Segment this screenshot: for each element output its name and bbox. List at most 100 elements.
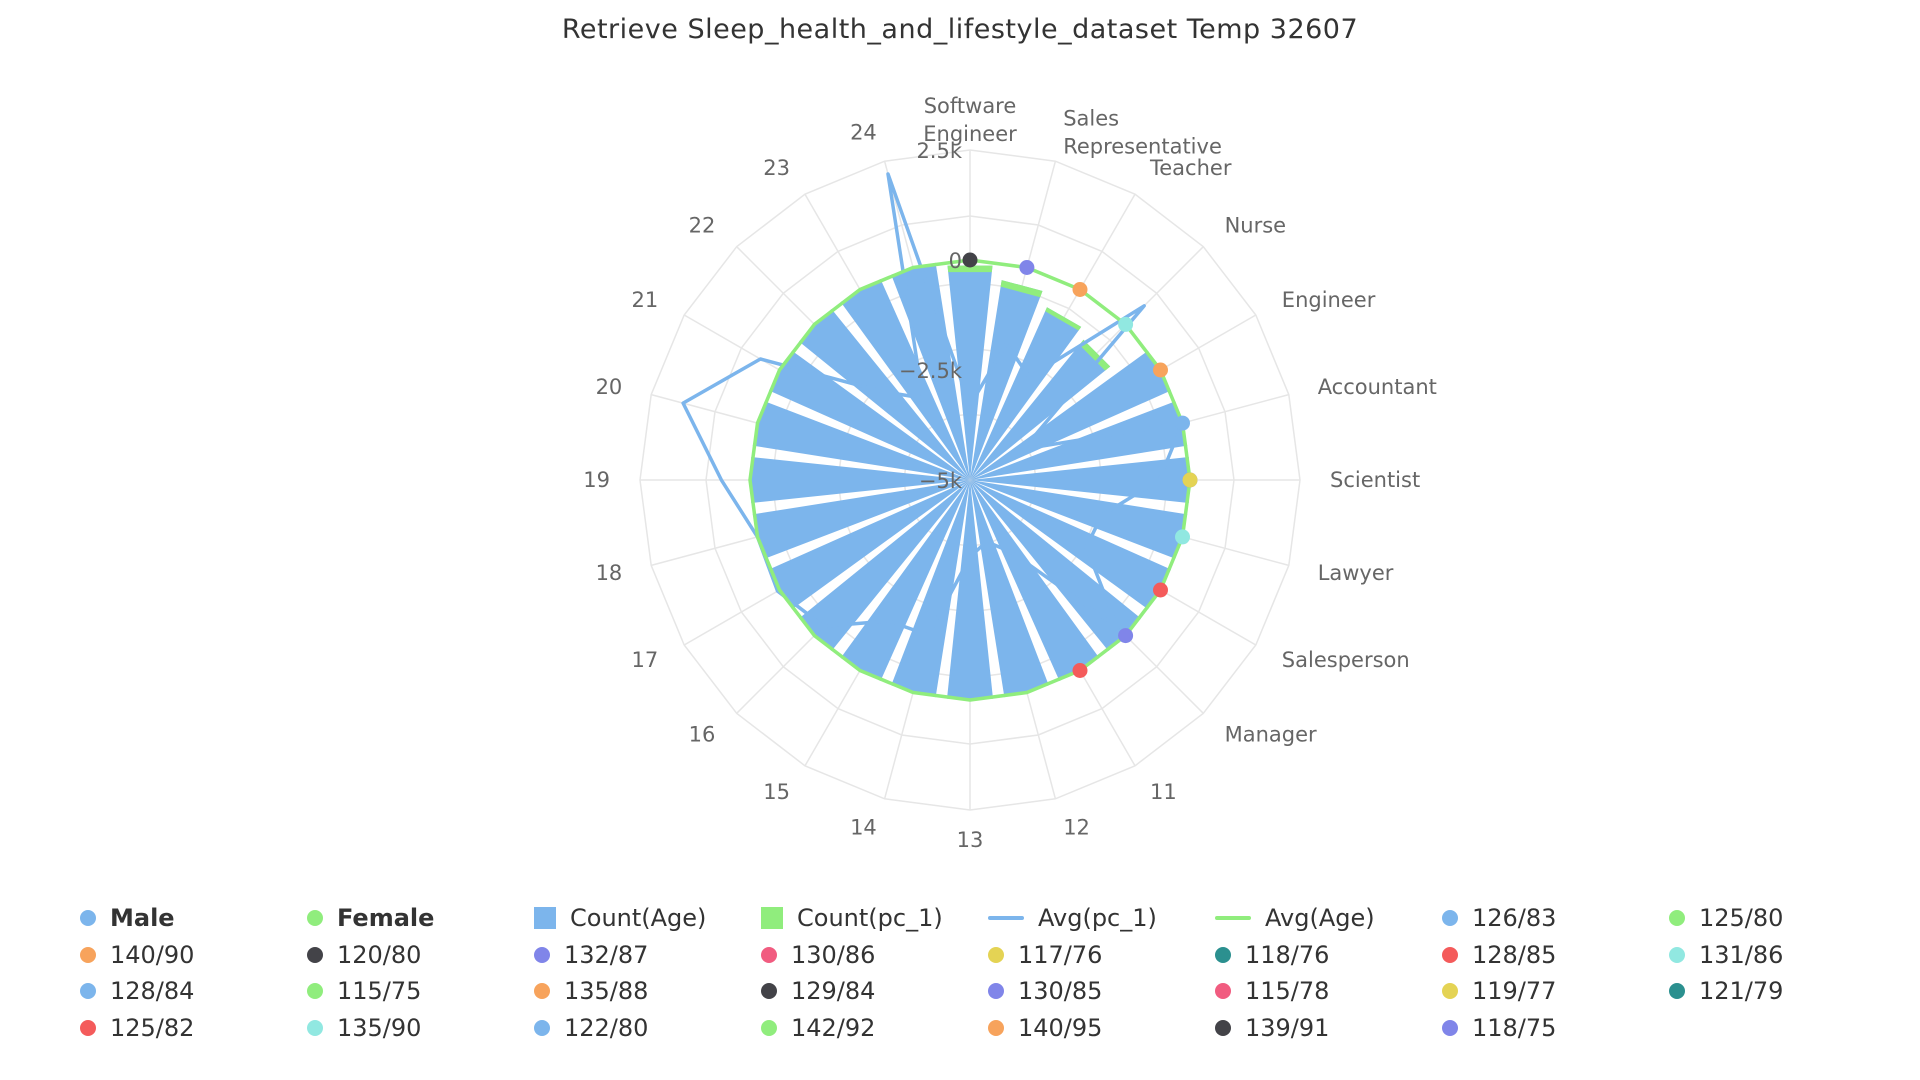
category-label-line: 16	[689, 723, 716, 747]
column-count-pc-1--0	[947, 265, 993, 273]
legend-label: 135/90	[337, 1013, 422, 1042]
legend-label: 140/90	[110, 940, 195, 969]
category-label-line: Teacher	[1149, 156, 1232, 180]
column-count-age--17	[752, 480, 970, 559]
category-label: 15	[763, 780, 790, 804]
legend-item[interactable]: 135/90	[307, 1013, 421, 1043]
column-count-pc-1--1	[1000, 280, 1043, 298]
legend-label: 128/84	[110, 977, 195, 1005]
legend-label: 130/85	[1018, 977, 1103, 1005]
legend-label: 119/77	[1472, 977, 1557, 1005]
category-label-line: 18	[596, 561, 623, 585]
category-label-line: 21	[631, 288, 658, 312]
legend-symbol-icon	[307, 1019, 323, 1036]
column-count-age--20	[769, 350, 970, 480]
category-label-line: 13	[957, 828, 984, 852]
legend-item[interactable]: 120/80	[307, 940, 421, 970]
category-label: Manager	[1225, 723, 1317, 747]
column-count-pc-1--2	[1045, 307, 1082, 331]
legend-item[interactable]: 118/75	[1442, 1013, 1556, 1043]
category-label-line: 20	[596, 375, 623, 399]
legend-symbol-icon	[1215, 946, 1231, 963]
category-label: Engineer	[1282, 288, 1376, 312]
category-label-line: Salesperson	[1282, 648, 1410, 672]
legend-label: 115/75	[337, 977, 422, 1005]
legend-label: 129/84	[791, 977, 876, 1005]
category-label-line: 19	[583, 468, 610, 492]
point-135-88	[1153, 362, 1168, 378]
legend-item[interactable]: 129/84	[761, 976, 875, 1006]
legend-item[interactable]: 130/86	[761, 940, 875, 970]
legend-item[interactable]: 117/76	[988, 940, 1102, 970]
category-label-line: Engineer	[1282, 288, 1376, 312]
legend-label: 115/78	[1245, 977, 1330, 1005]
category-label: Teacher	[1149, 156, 1232, 180]
legend-symbol-icon	[534, 946, 550, 963]
legend-label: Count(Age)	[570, 904, 707, 932]
legend-symbol-icon	[1669, 910, 1685, 926]
legend-item[interactable]: 140/90	[80, 940, 194, 970]
column-count-pc-1--3	[1079, 339, 1111, 371]
legend-item[interactable]: 119/77	[1442, 976, 1556, 1006]
legend-label: Avg(pc_1)	[1038, 904, 1157, 932]
legend-item[interactable]: Count(pc_1)	[761, 903, 943, 933]
legend-item[interactable]: 135/88	[534, 976, 648, 1006]
legend-item[interactable]: 130/85	[988, 976, 1102, 1006]
legend-item[interactable]: 115/78	[1215, 976, 1329, 1006]
column-count-age--11	[970, 480, 1049, 698]
legend-item[interactable]: 115/75	[307, 976, 421, 1006]
legend-item[interactable]: 118/76	[1215, 940, 1329, 970]
category-label: 11	[1150, 780, 1177, 804]
legend-item[interactable]: 128/85	[1442, 940, 1556, 970]
column-count-age--12	[947, 480, 993, 699]
radial-tick-label: −2.5k	[899, 359, 963, 383]
legend-item[interactable]: Male	[80, 903, 175, 933]
legend-symbol-icon	[1215, 1019, 1231, 1036]
point-120-80	[962, 252, 978, 268]
legend-item[interactable]: 139/91	[1215, 1013, 1329, 1043]
category-label: Sales Representative	[1063, 106, 1222, 158]
legend-label: Male	[110, 904, 175, 932]
line-avg-pc-1-	[681, 172, 1185, 637]
legend-symbol-icon	[1442, 910, 1458, 926]
legend-item[interactable]: 125/82	[80, 1013, 194, 1043]
legend-item[interactable]: 132/87	[534, 940, 648, 970]
category-label: 12	[1063, 816, 1090, 840]
category-label: 24	[850, 120, 877, 144]
legend-item[interactable]: Count(Age)	[534, 903, 706, 933]
point-126-83	[1175, 415, 1190, 431]
legend-label: 118/76	[1245, 940, 1330, 969]
category-label: 13	[957, 828, 984, 852]
legend-item[interactable]: 125/80	[1669, 903, 1783, 933]
column-count-age--18	[751, 457, 970, 503]
legend-symbol-icon	[1442, 1019, 1458, 1036]
column-count-age--2	[970, 307, 1082, 480]
column-count-age--8	[970, 480, 1171, 610]
legend-item[interactable]: Avg(Age)	[1215, 903, 1375, 933]
legend-symbol-icon	[80, 1019, 96, 1036]
legend-item[interactable]: 140/95	[988, 1013, 1102, 1043]
legend-item[interactable]: 122/80	[534, 1013, 648, 1043]
legend-symbol-icon	[534, 1019, 550, 1036]
column-count-age--9	[970, 480, 1141, 651]
legend-symbol-icon	[761, 946, 777, 963]
category-label-line: Manager	[1225, 723, 1317, 747]
category-label-line: 15	[763, 780, 790, 804]
category-label-line: Scientist	[1330, 468, 1420, 492]
category-label: 19	[583, 468, 610, 492]
chart-title: Retrieve Sleep_health_and_lifestyle_data…	[561, 14, 1359, 45]
legend-item[interactable]: 128/84	[80, 976, 194, 1006]
category-label: 17	[631, 648, 658, 672]
legend-item[interactable]: 121/79	[1669, 976, 1783, 1006]
legend-symbol-icon	[1669, 946, 1685, 963]
legend-item[interactable]: 131/86	[1669, 940, 1783, 970]
legend-symbol-icon	[307, 983, 323, 999]
legend-item[interactable]: 126/83	[1442, 903, 1556, 933]
legend-item[interactable]: Avg(pc_1)	[988, 903, 1157, 933]
category-label-line: 17	[631, 648, 658, 672]
legend-symbol-icon	[1215, 916, 1251, 920]
legend-item[interactable]: 142/92	[761, 1013, 875, 1043]
legend-label: 132/87	[564, 940, 649, 969]
legend-item[interactable]: Female	[307, 903, 434, 933]
